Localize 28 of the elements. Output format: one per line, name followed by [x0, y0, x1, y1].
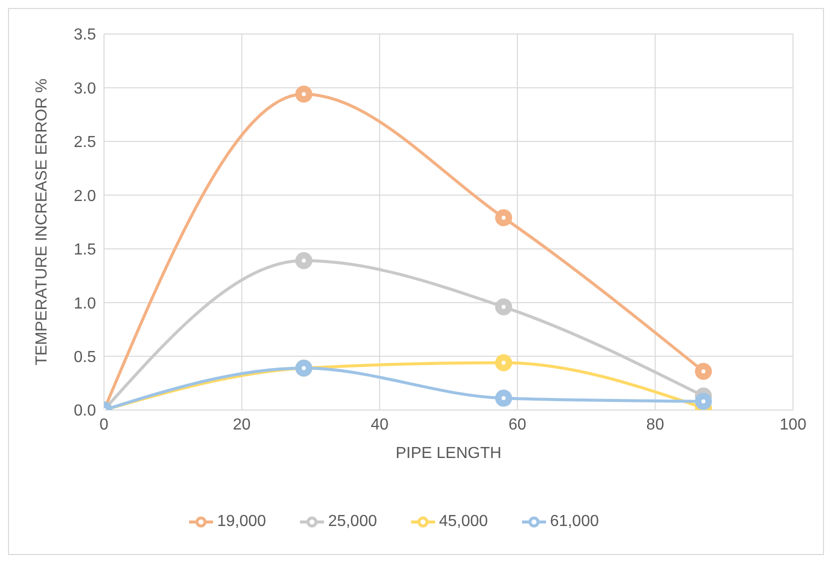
- legend-label: 45,000: [439, 513, 488, 530]
- point: [694, 392, 712, 410]
- y-tick-label: 2.0: [74, 188, 96, 205]
- x-axis-title: PIPE LENGTH: [396, 445, 502, 462]
- y-tick-label: 1.0: [74, 295, 96, 312]
- point: [495, 390, 512, 407]
- legend-label: 61,000: [550, 513, 599, 530]
- y-tick-label: 3.0: [74, 80, 96, 98]
- point: [495, 298, 512, 316]
- x-tick-label: 100: [780, 416, 806, 434]
- y-tick-label: 3.5: [74, 26, 96, 44]
- y-tick-label: 2.5: [74, 134, 96, 152]
- point: [295, 86, 312, 103]
- legend-label: 19,000: [217, 513, 266, 530]
- x-tick-label: 20: [232, 416, 251, 434]
- x-tick-label: 60: [508, 416, 526, 434]
- point: [694, 362, 712, 380]
- point: [495, 209, 512, 226]
- point: [495, 354, 512, 372]
- x-tick-label: 40: [370, 416, 389, 434]
- legend-label: 25,000: [328, 513, 377, 530]
- y-axis-title: TEMPERATURE INCREASE ERROR %: [34, 78, 51, 366]
- point: [295, 252, 312, 270]
- x-tick-label: 80: [646, 416, 664, 434]
- y-tick-label: 1.5: [74, 242, 96, 259]
- y-tick-label: 0.5: [74, 348, 96, 366]
- x-tick-label: 0: [100, 416, 109, 434]
- y-tick-label: 0.0: [74, 402, 96, 420]
